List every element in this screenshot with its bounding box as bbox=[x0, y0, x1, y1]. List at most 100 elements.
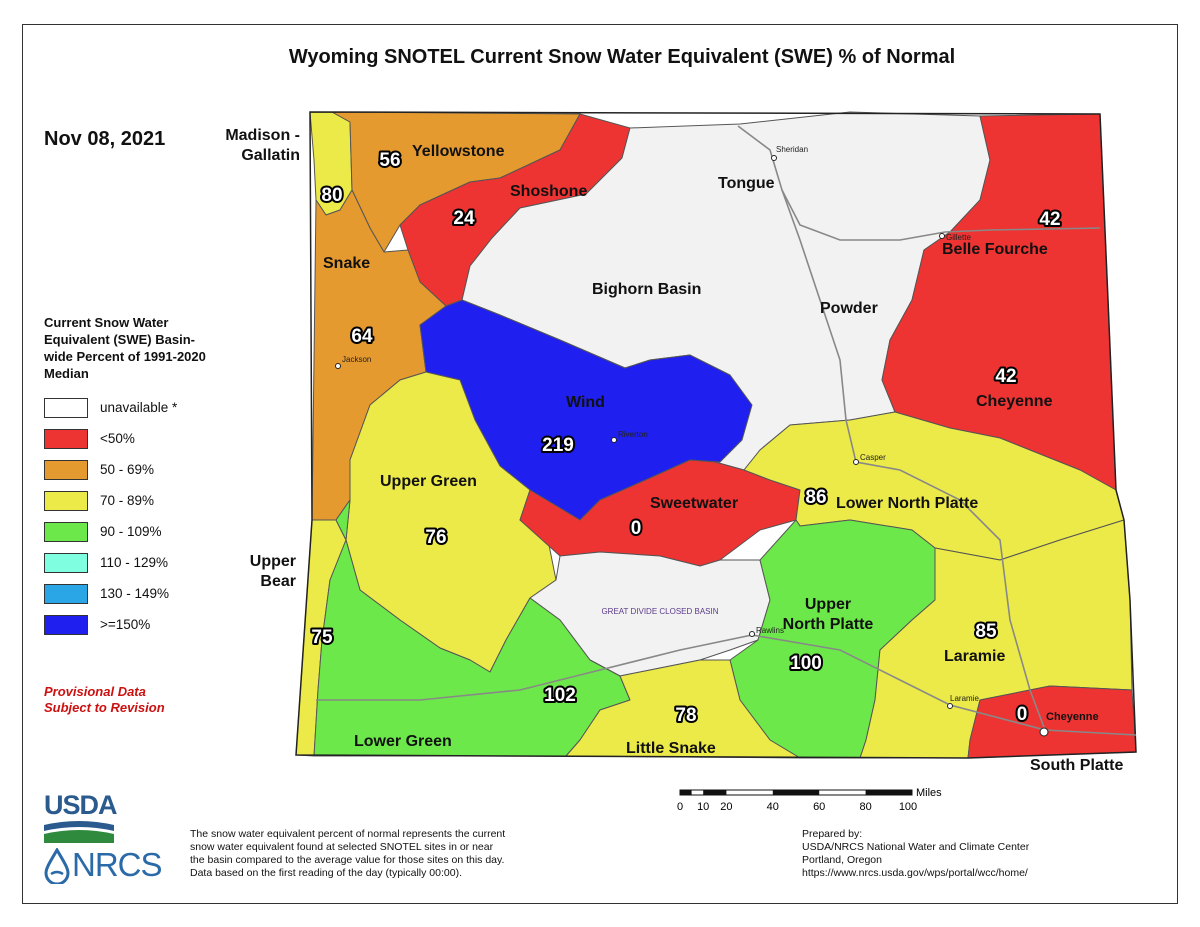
legend-swatch bbox=[44, 522, 88, 542]
label-south-platte: South Platte bbox=[1030, 757, 1123, 774]
legend-swatch bbox=[44, 460, 88, 480]
prepared-by: Prepared by: USDA/NRCS National Water an… bbox=[802, 828, 1029, 880]
city-laramie-dot bbox=[947, 703, 953, 709]
map-frame bbox=[22, 24, 1178, 904]
label-shoshone: Shoshone bbox=[510, 183, 587, 200]
legend-label: <50% bbox=[100, 431, 135, 446]
methodology-note: The snow water equivalent percent of nor… bbox=[190, 828, 505, 880]
percent-upper-bear: 75 bbox=[311, 627, 333, 648]
percent-lower-north-platte: 86 bbox=[805, 487, 826, 508]
prepared-line-2: USDA/NRCS National Water and Climate Cen… bbox=[802, 841, 1030, 853]
city-label-riverton: Riverton bbox=[618, 430, 648, 439]
percent-wind: 219 bbox=[542, 435, 574, 456]
scale-segment bbox=[680, 790, 692, 795]
percent-shoshone: 24 bbox=[453, 208, 475, 229]
city-label-sheridan: Sheridan bbox=[776, 145, 808, 154]
scale-tick: 60 bbox=[813, 801, 825, 813]
usda-logo-text: USDA bbox=[44, 790, 118, 820]
note-line-4: Data based on the first reading of the d… bbox=[190, 867, 462, 879]
prepared-line-1: Prepared by: bbox=[802, 828, 863, 840]
scale-segment bbox=[703, 790, 727, 795]
scale-unit: Miles bbox=[916, 787, 942, 799]
scale-bar: Miles 0 10 20 40 60 80 100 bbox=[677, 787, 942, 813]
label-belle-fourche: Belle Fourche bbox=[942, 241, 1048, 258]
city-label-jackson: Jackson bbox=[342, 355, 371, 364]
percent-madison-gallatin: 80 bbox=[321, 185, 342, 206]
percent-sweetwater: 0 bbox=[631, 518, 642, 539]
label-yellowstone: Yellowstone bbox=[412, 143, 505, 160]
city-casper-dot bbox=[853, 459, 859, 465]
note-line-2: snow water equivalent found at selected … bbox=[190, 841, 494, 853]
basin-lower-green bbox=[313, 499, 631, 757]
city-label-rawlins: Rawlins bbox=[756, 626, 784, 635]
label-sweetwater: Sweetwater bbox=[650, 495, 738, 512]
label-lower-green: Lower Green bbox=[354, 733, 452, 750]
state-outline bbox=[295, 111, 1137, 759]
legend-swatch bbox=[44, 398, 88, 418]
legend-label: 110 - 129% bbox=[100, 555, 169, 570]
legend-title: Current Snow Water Equivalent (SWE) Basi… bbox=[44, 315, 206, 381]
percent-yellowstone: 56 bbox=[379, 150, 400, 171]
city-label-cheyenne: Cheyenne bbox=[1046, 711, 1099, 723]
label-bighorn-basin: Bighorn Basin bbox=[592, 281, 701, 298]
scale-tick: 20 bbox=[720, 801, 732, 813]
city-riverton-dot bbox=[611, 437, 617, 443]
legend-swatch bbox=[44, 553, 88, 573]
legend-swatch bbox=[44, 615, 88, 635]
basin-little-snake bbox=[565, 659, 801, 759]
label-laramie: Laramie bbox=[944, 648, 1005, 665]
note-line-1: The snow water equivalent percent of nor… bbox=[190, 828, 506, 840]
legend-label: >=150% bbox=[100, 617, 151, 632]
percent-upper-north-platte: 100 bbox=[790, 653, 822, 674]
city-cheyenne-dot bbox=[1039, 727, 1049, 737]
city-label-casper: Casper bbox=[860, 453, 886, 462]
map-title: Wyoming SNOTEL Current Snow Water Equiva… bbox=[288, 46, 956, 68]
legend-label: unavailable * bbox=[100, 400, 178, 415]
city-gillette-dot bbox=[939, 233, 945, 239]
legend-label: 130 - 149% bbox=[100, 586, 170, 601]
provisional-note: Provisional Data Subject to Revision bbox=[44, 684, 165, 716]
percent-south-platte: 0 bbox=[1017, 704, 1028, 725]
label-powder: Powder bbox=[820, 300, 878, 317]
prepared-line-3: Portland, Oregon bbox=[802, 854, 882, 866]
label-madison-gallatin-1: Madison - bbox=[225, 127, 300, 144]
note-line-3: the basin compared to the average value … bbox=[190, 854, 505, 866]
legend-swatch bbox=[44, 491, 88, 511]
legend-label: 70 - 89% bbox=[100, 493, 155, 508]
usda-logo: USDA bbox=[44, 790, 118, 850]
scale-tick: 0 bbox=[677, 801, 683, 813]
label-snake: Snake bbox=[323, 255, 370, 272]
city-sheridan-dot bbox=[771, 155, 777, 161]
scale-tick: 40 bbox=[767, 801, 779, 813]
percent-belle-fourche: 42 bbox=[1039, 209, 1060, 230]
usda-logo-graphic bbox=[44, 821, 114, 843]
label-tongue: Tongue bbox=[718, 175, 775, 192]
city-jackson-dot bbox=[335, 363, 341, 369]
label-upper-north-platte-2: North Platte bbox=[783, 616, 874, 633]
percent-upper-green: 76 bbox=[425, 527, 446, 548]
label-little-snake: Little Snake bbox=[626, 740, 716, 757]
label-upper-green: Upper Green bbox=[380, 473, 477, 490]
city-rawlins-dot bbox=[749, 631, 755, 637]
cities bbox=[335, 155, 1049, 737]
scale-segment bbox=[772, 790, 820, 795]
label-wind: Wind bbox=[566, 394, 605, 411]
closed-basin-label: GREAT DIVIDE CLOSED BASIN bbox=[601, 607, 718, 616]
road-i90 bbox=[737, 125, 1101, 241]
scale-tick: 10 bbox=[697, 801, 709, 813]
label-madison-gallatin-2: Gallatin bbox=[241, 147, 300, 164]
city-label-gillette: Gillette bbox=[946, 233, 971, 242]
road-i25 bbox=[781, 189, 1046, 731]
label-lower-north-platte: Lower North Platte bbox=[836, 495, 978, 512]
percent-lower-green: 102 bbox=[544, 685, 576, 706]
legend-label: 90 - 109% bbox=[100, 524, 162, 539]
prepared-line-4: https://www.nrcs.usda.gov/wps/portal/wcc… bbox=[802, 867, 1028, 879]
percent-snake: 64 bbox=[351, 326, 373, 347]
map-date: Nov 08, 2021 bbox=[44, 128, 166, 150]
label-upper-bear-1: Upper bbox=[250, 553, 296, 570]
city-label-laramie: Laramie bbox=[950, 694, 979, 703]
legend-swatch bbox=[44, 429, 88, 449]
label-upper-bear-2: Bear bbox=[260, 573, 296, 590]
provisional-line-1: Provisional Data bbox=[44, 684, 146, 699]
